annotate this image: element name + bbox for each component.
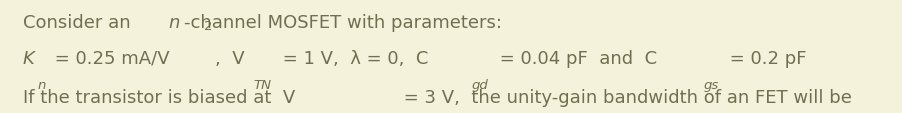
Text: ,  V: , V xyxy=(216,49,244,67)
Text: = 0.04 pF  and  C: = 0.04 pF and C xyxy=(493,49,657,67)
Text: = 1 V,  λ = 0,  C: = 1 V, λ = 0, C xyxy=(277,49,428,67)
Text: gd: gd xyxy=(472,78,489,91)
Text: -channel MOSFET with parameters:: -channel MOSFET with parameters: xyxy=(183,14,502,32)
Text: n: n xyxy=(38,78,46,91)
Text: = 3 V,  the unity-gain bandwidth of an FET will be: = 3 V, the unity-gain bandwidth of an FE… xyxy=(398,88,851,106)
Text: Consider an: Consider an xyxy=(23,14,136,32)
Text: n: n xyxy=(169,14,180,32)
Text: = 0.25 mA/V: = 0.25 mA/V xyxy=(49,49,170,67)
Text: If the transistor is biased at  V: If the transistor is biased at V xyxy=(23,88,295,106)
Text: 2: 2 xyxy=(204,19,213,32)
Text: K: K xyxy=(23,49,34,67)
Text: gs: gs xyxy=(704,78,719,91)
Text: = 0.2 pF: = 0.2 pF xyxy=(723,49,806,67)
Text: TN: TN xyxy=(253,78,272,91)
